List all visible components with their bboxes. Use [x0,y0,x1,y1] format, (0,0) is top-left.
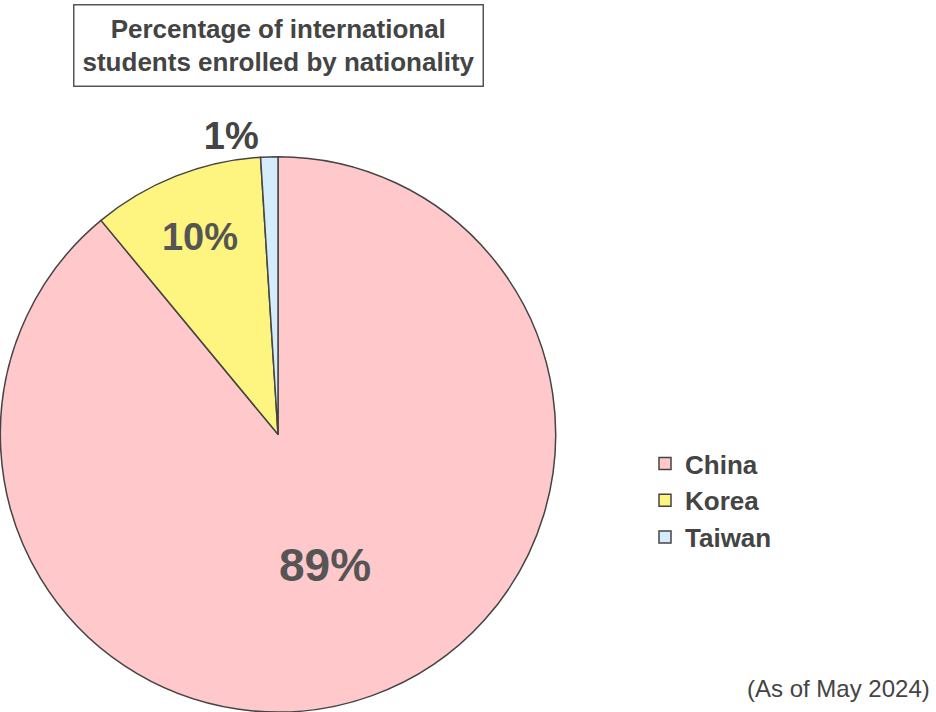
svg-text:1%: 1% [204,115,259,157]
svg-text:89%: 89% [279,539,371,591]
svg-text:Korea: Korea [685,486,759,516]
svg-text:China: China [685,450,758,480]
svg-text:Percentage of internationalstu: Percentage of internationalstudents enro… [83,14,475,78]
svg-text:10%: 10% [162,216,238,258]
svg-text:(As of May 2024): (As of May 2024) [747,675,930,702]
svg-text:Taiwan: Taiwan [685,523,771,553]
